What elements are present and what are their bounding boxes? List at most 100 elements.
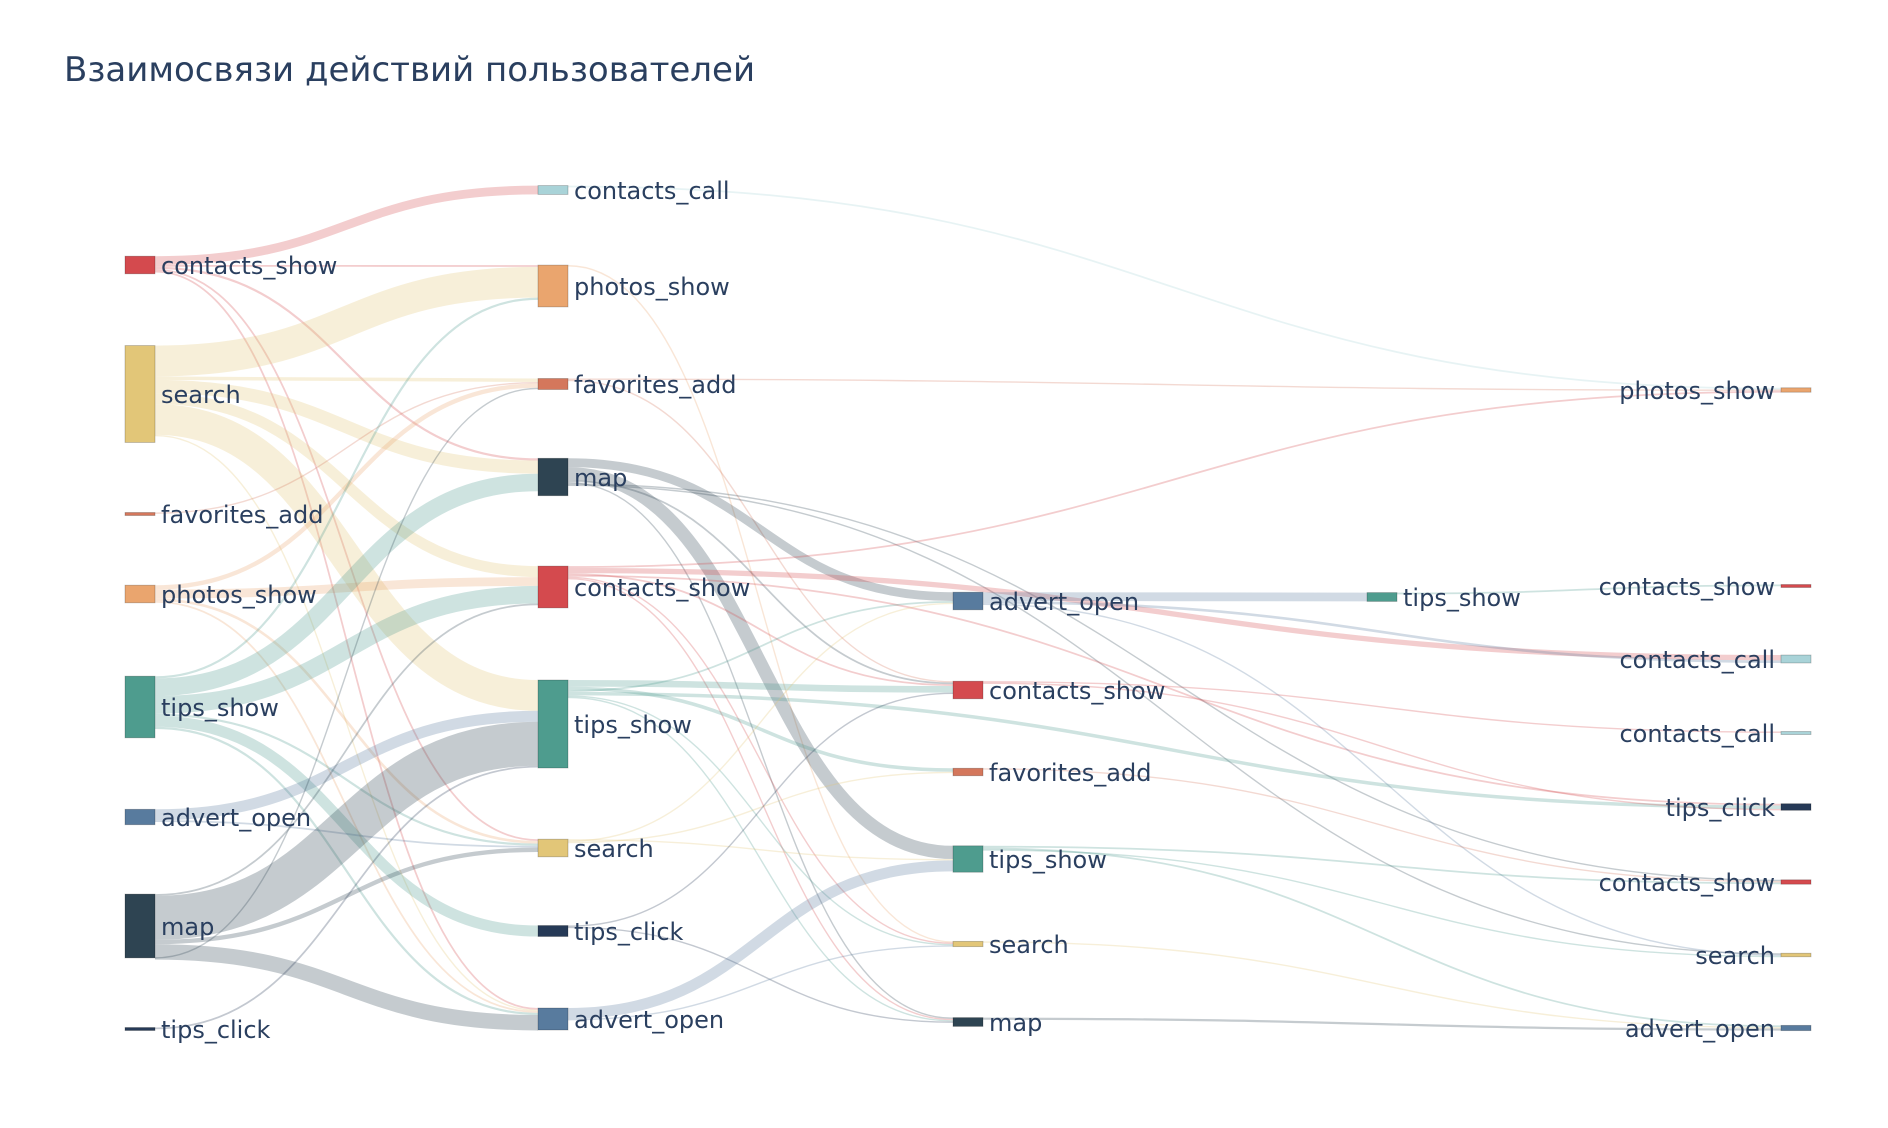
sankey-node-s1_advert_open[interactable]: advert_open <box>124 804 311 832</box>
sankey-node-label-s2_tips_show: tips_show <box>574 711 692 739</box>
sankey-node-bar-s3_search[interactable] <box>952 940 984 948</box>
sankey-node-bar-s1_tips_click[interactable] <box>124 1027 156 1031</box>
sankey-node-bar-s1_favorites_add[interactable] <box>124 512 156 516</box>
sankey-node-s5_contacts_show_b[interactable]: contacts_show <box>1599 869 1812 897</box>
sankey-node-label-s3_favorites_add: favorites_add <box>989 759 1151 787</box>
sankey-node-s2_photos_show[interactable]: photos_show <box>537 264 730 308</box>
sankey-link-s1_photos_show-to-s2_advert_open <box>154 601 539 1013</box>
sankey-link-s1_advert_open-to-s2_search <box>154 820 539 848</box>
sankey-node-s4_tips_show[interactable]: tips_show <box>1366 584 1521 612</box>
sankey-node-bar-s2_tips_show[interactable] <box>537 679 569 769</box>
sankey-link-s2_contacts_show-to-s3_map <box>567 577 954 1021</box>
sankey-node-s2_tips_click[interactable]: tips_click <box>537 918 684 946</box>
sankey-node-s3_favorites_add[interactable]: favorites_add <box>952 759 1151 787</box>
sankey-node-bar-s3_map[interactable] <box>952 1017 984 1027</box>
sankey-link-s2_map-to-s3_contacts_show <box>567 480 954 685</box>
sankey-node-s1_photos_show[interactable]: photos_show <box>124 581 317 609</box>
sankey-node-s2_favorites_add[interactable]: favorites_add <box>537 371 736 399</box>
sankey-node-s2_map[interactable]: map <box>537 457 627 497</box>
sankey-node-label-s5_contacts_call_b: contacts_call <box>1619 720 1775 748</box>
sankey-node-s1_contacts_show[interactable]: contacts_show <box>124 252 337 280</box>
sankey-node-s5_contacts_call_a[interactable]: contacts_call <box>1619 646 1812 674</box>
sankey-node-bar-s5_tips_click[interactable] <box>1780 803 1812 811</box>
sankey-node-label-s2_contacts_call: contacts_call <box>574 177 730 205</box>
sankey-link-s2_tips_show-to-s3_map <box>567 696 954 1022</box>
sankey-node-s3_contacts_show[interactable]: contacts_show <box>952 677 1165 705</box>
sankey-node-label-s3_advert_open: advert_open <box>989 588 1139 616</box>
sankey-node-bar-s3_advert_open[interactable] <box>952 591 984 611</box>
sankey-node-bar-s1_tips_show[interactable] <box>124 675 156 739</box>
sankey-node-s1_tips_show[interactable]: tips_show <box>124 675 279 739</box>
sankey-node-label-s5_photos_show: photos_show <box>1619 377 1775 405</box>
sankey-link-s2_contacts_show-to-s5_photos_show <box>567 390 1782 568</box>
sankey-node-bar-s5_contacts_call_a[interactable] <box>1780 654 1812 664</box>
sankey-node-bar-s5_advert_open[interactable] <box>1780 1024 1812 1032</box>
sankey-node-bar-s4_tips_show[interactable] <box>1366 592 1398 602</box>
sankey-node-s2_tips_show[interactable]: tips_show <box>537 679 692 769</box>
sankey-node-s1_map[interactable]: map <box>124 893 214 959</box>
sankey-link-s1_search-to-s2_favorites_add <box>154 376 539 383</box>
sankey-node-s1_search[interactable]: search <box>124 345 241 443</box>
sankey-link-s3_tips_show-to-s5_contacts_show_b <box>982 845 1782 885</box>
sankey-node-bar-s2_advert_open[interactable] <box>537 1007 569 1031</box>
sankey-node-bar-s5_contacts_show_b[interactable] <box>1780 879 1812 885</box>
sankey-node-bar-s5_photos_show[interactable] <box>1780 387 1812 393</box>
sankey-node-s3_tips_show[interactable]: tips_show <box>952 845 1107 874</box>
sankey-link-s1_advert_open-to-s2_tips_show <box>154 710 539 821</box>
sankey-node-label-s2_map: map <box>574 464 627 492</box>
sankey-node-s5_advert_open[interactable]: advert_open <box>1625 1015 1812 1043</box>
sankey-node-bar-s2_map[interactable] <box>537 457 569 497</box>
sankey-node-s1_tips_click[interactable]: tips_click <box>124 1016 271 1044</box>
sankey-link-s2_tips_click-to-s3_contacts_show <box>567 692 954 927</box>
sankey-node-bar-s2_contacts_call[interactable] <box>537 185 569 195</box>
sankey-node-s3_map[interactable]: map <box>952 1009 1042 1037</box>
sankey-node-bar-s1_advert_open[interactable] <box>124 808 156 826</box>
sankey-node-s2_contacts_call[interactable]: contacts_call <box>537 177 730 205</box>
chart-title: Взаимосвязи действий пользователей <box>64 50 756 90</box>
sankey-node-s5_contacts_show[interactable]: contacts_show <box>1599 573 1812 601</box>
sankey-link-s1_contacts_show-to-s2_contacts_call <box>154 185 539 265</box>
sankey-node-bar-s5_contacts_show[interactable] <box>1780 584 1812 588</box>
sankey-node-s3_advert_open[interactable]: advert_open <box>952 588 1139 616</box>
sankey-node-s5_tips_click[interactable]: tips_click <box>1666 794 1812 822</box>
sankey-node-label-s1_map: map <box>161 913 214 941</box>
sankey-node-bar-s2_contacts_show[interactable] <box>537 565 569 609</box>
sankey-node-label-s1_photos_show: photos_show <box>161 581 317 609</box>
sankey-node-bar-s2_favorites_add[interactable] <box>537 378 569 390</box>
sankey-node-bar-s5_contacts_call_b[interactable] <box>1780 731 1812 735</box>
sankey-node-s5_contacts_call_b[interactable]: contacts_call <box>1619 720 1812 748</box>
sankey-link-s2_photos_show-to-s3_search <box>567 265 954 943</box>
sankey-node-bar-s1_search[interactable] <box>124 345 156 443</box>
sankey-node-s5_search[interactable]: search <box>1695 942 1812 970</box>
sankey-node-bar-s1_contacts_show[interactable] <box>124 255 156 275</box>
sankey-node-bar-s3_favorites_add[interactable] <box>952 767 984 777</box>
sankey-node-bar-s3_contacts_show[interactable] <box>952 680 984 700</box>
sankey-node-bar-s3_tips_show[interactable] <box>952 845 984 873</box>
sankey-node-s2_search[interactable]: search <box>537 835 654 863</box>
sankey-node-label-s4_tips_show: tips_show <box>1403 584 1521 612</box>
sankey-link-s2_tips_show-to-s3_favorites_add <box>567 686 954 772</box>
sankey-node-label-s1_tips_click: tips_click <box>161 1016 271 1044</box>
sankey-node-label-s3_contacts_show: contacts_show <box>989 677 1165 705</box>
sankey-link-s1_tips_show-to-s2_contacts_show <box>154 585 539 714</box>
sankey-node-bar-s2_search[interactable] <box>537 838 569 858</box>
sankey-link-s2_map-to-s5_search <box>567 484 1782 955</box>
sankey-node-s2_advert_open[interactable]: advert_open <box>537 1006 724 1034</box>
sankey-node-s1_favorites_add[interactable]: favorites_add <box>124 501 323 529</box>
sankey-node-label-s5_search: search <box>1695 942 1775 970</box>
sankey-node-label-s5_advert_open: advert_open <box>1625 1015 1775 1043</box>
sankey-link-s2_tips_show-to-s3_search <box>567 695 954 946</box>
sankey-node-bar-s5_search[interactable] <box>1780 952 1812 958</box>
sankey-node-s2_contacts_show[interactable]: contacts_show <box>537 565 750 609</box>
sankey-link-s1_tips_show-to-s2_tips_click <box>154 715 539 937</box>
sankey-node-bar-s2_tips_click[interactable] <box>537 925 569 937</box>
sankey-link-s1_contacts_show-to-s2_advert_open <box>154 270 539 1010</box>
sankey-node-s5_photos_show[interactable]: photos_show <box>1619 377 1812 405</box>
sankey-node-label-s5_tips_click: tips_click <box>1666 794 1776 822</box>
sankey-node-s3_search[interactable]: search <box>952 931 1069 959</box>
sankey-node-label-s2_contacts_show: contacts_show <box>574 574 750 602</box>
sankey-node-bar-s1_map[interactable] <box>124 893 156 959</box>
sankey-node-bar-s1_photos_show[interactable] <box>124 584 156 604</box>
sankey-node-bar-s2_photos_show[interactable] <box>537 264 569 308</box>
sankey-link-s2_favorites_add-to-s3_contacts_show <box>567 379 954 683</box>
